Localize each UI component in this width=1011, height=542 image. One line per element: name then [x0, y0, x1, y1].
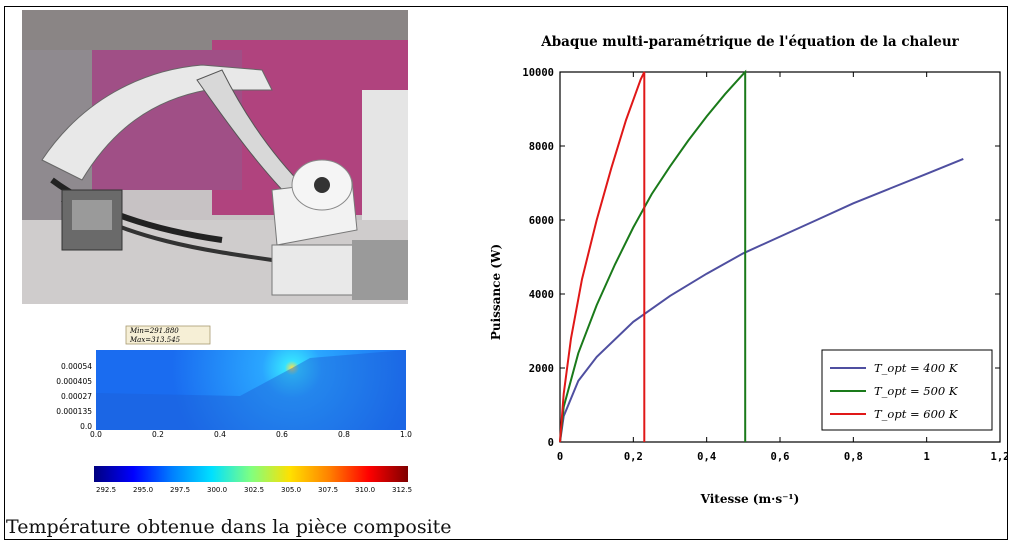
y-axis-label: Puissance (W) — [489, 244, 503, 340]
y-tick-label: 10000 — [522, 67, 554, 79]
x-tick-label: 0 — [557, 451, 563, 463]
temperature-colorbar: 292.5 295.0 297.5 300.0 302.5 305.0 307.… — [60, 462, 420, 502]
colorbar-tick: 297.5 — [170, 486, 191, 494]
colorbar-tick: 295.0 — [133, 486, 154, 494]
chart-title: Abaque multi-paramétrique de l'équation … — [540, 34, 959, 50]
sim-xtick: 0.4 — [214, 430, 226, 439]
sim-xtick: 0.0 — [90, 430, 102, 439]
sim-xtick: 1.0 — [400, 430, 412, 439]
colorbar-tick: 307.5 — [318, 486, 339, 494]
series-line — [559, 157, 964, 443]
sim-ytick: 0.0 — [80, 422, 92, 430]
x-tick-label: 0,4 — [697, 451, 716, 463]
chart-axes: 0 0,2 0,4 0,6 0,8 1 1,2 0 2000 4000 6000 8000 10000 — [522, 67, 1009, 463]
heat-equation-chart: Abaque multi-paramétrique de l'équation … — [488, 20, 1009, 530]
sim-ytick: 0.00027 — [61, 392, 92, 401]
sim-ytick: 0.000135 — [56, 407, 92, 416]
temperature-field-plot: Min=291.880 Max=313.545 0.00054 0.000405… — [40, 318, 420, 439]
y-tick-label: 2000 — [529, 363, 554, 375]
legend-label: T_opt = 600 K — [874, 407, 959, 421]
x-axis-label: Vitesse (m·s⁻¹) — [700, 492, 800, 506]
y-tick-label: 8000 — [529, 141, 554, 153]
colorbar-tick: 302.5 — [244, 486, 265, 494]
legend-label: T_opt = 400 K — [874, 361, 959, 375]
figure-caption: Température obtenue dans la pièce compos… — [6, 516, 452, 538]
colorbar-tick: 292.5 — [96, 486, 117, 494]
sim-ytick: 0.00054 — [61, 362, 92, 371]
x-tick-label: 1,2 — [991, 451, 1008, 463]
sim-xtick: 0.6 — [276, 430, 288, 439]
y-tick-label: 4000 — [529, 289, 554, 301]
min-label: Min=291.880 — [129, 327, 179, 335]
colorbar-tick: 310.0 — [355, 486, 376, 494]
sim-xtick: 0.8 — [338, 430, 350, 439]
max-label: Max=313.545 — [129, 336, 181, 344]
colorbar-tick: 312.5 — [392, 486, 413, 494]
x-tick-label: 0,8 — [844, 451, 863, 463]
chart-legend: T_opt = 400 K T_opt = 500 K T_opt = 600 K — [821, 349, 993, 431]
x-tick-label: 0,6 — [771, 451, 790, 463]
y-tick-label: 0 — [548, 437, 554, 449]
y-tick-label: 6000 — [529, 215, 554, 227]
colorbar-tick: 305.0 — [281, 486, 302, 494]
x-tick-label: 1 — [924, 451, 930, 463]
chart-series — [559, 69, 964, 443]
sim-xtick: 0.2 — [152, 430, 164, 439]
figure-frame — [4, 6, 1008, 540]
robot-photo — [22, 10, 408, 304]
legend-label: T_opt = 500 K — [874, 384, 959, 398]
x-tick-label: 0,2 — [624, 451, 643, 463]
series-line — [559, 69, 747, 443]
colorbar-tick: 300.0 — [207, 486, 228, 494]
sim-ytick: 0.000405 — [56, 377, 92, 386]
series-line — [559, 71, 646, 443]
